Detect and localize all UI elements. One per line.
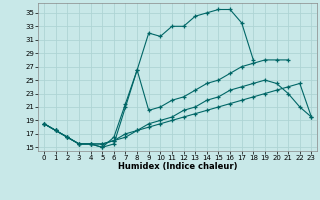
X-axis label: Humidex (Indice chaleur): Humidex (Indice chaleur) bbox=[118, 162, 237, 171]
